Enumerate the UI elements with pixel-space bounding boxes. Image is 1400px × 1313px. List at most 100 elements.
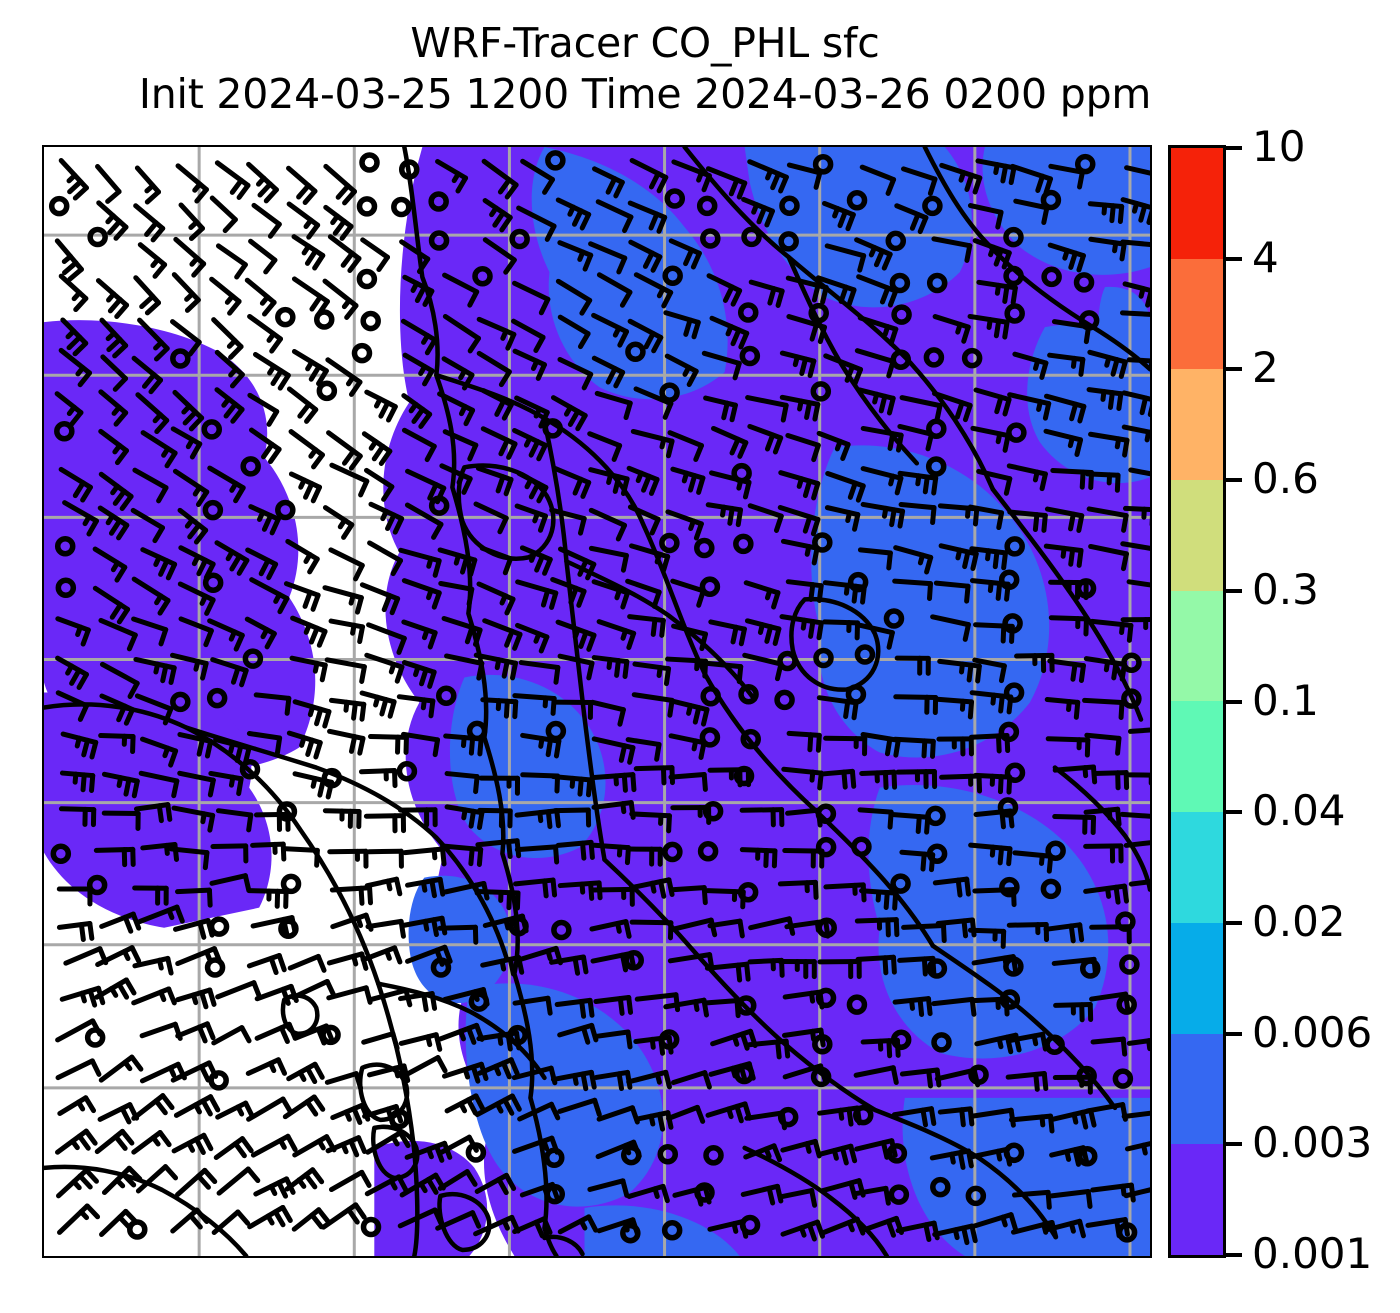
barb-full-tick — [307, 556, 320, 575]
barb-half-tick — [1141, 1142, 1148, 1156]
wind-barb — [514, 808, 561, 830]
barb-full-tick — [277, 372, 291, 391]
barb-full-tick — [568, 585, 579, 605]
barb-full-tick — [1119, 241, 1127, 262]
wind-barb — [482, 618, 523, 651]
barb-full-tick — [617, 329, 630, 348]
calm-wind-circle — [890, 349, 912, 370]
barb-half-tick — [1119, 622, 1125, 636]
wind-barb — [1120, 197, 1150, 225]
barb-full-tick — [275, 1057, 288, 1076]
calm-wind-circle — [127, 1219, 148, 1240]
wind-barb — [211, 1025, 252, 1046]
wind-barb — [482, 198, 513, 233]
wind-barb — [1122, 281, 1150, 308]
calm-wind-circle — [1119, 954, 1140, 975]
colorbar[interactable] — [1168, 145, 1226, 1258]
barb-full-tick — [385, 512, 397, 532]
barb-full-tick — [504, 182, 519, 200]
barb-full-tick — [1010, 285, 1018, 306]
barb-half-tick — [995, 1148, 1003, 1162]
wind-barb — [58, 466, 93, 503]
wind-barb — [630, 428, 675, 459]
wind-barb — [132, 467, 169, 504]
barb-full-tick — [1048, 1113, 1055, 1134]
wind-barb — [777, 505, 821, 537]
wind-barb — [99, 317, 129, 359]
barb-half-tick — [255, 175, 267, 187]
wind-barb — [364, 1174, 409, 1197]
wind-barb — [824, 505, 861, 532]
wind-barb — [175, 1167, 218, 1198]
wind-barb — [1088, 543, 1129, 572]
wind-barb — [1048, 163, 1085, 190]
barb-half-tick — [153, 554, 162, 567]
wind-barb — [365, 1130, 411, 1155]
wind-barb — [519, 545, 553, 576]
calm-wind-circle — [999, 876, 1020, 898]
barb-full-tick — [1033, 1071, 1040, 1092]
wind-barb — [327, 728, 366, 756]
barb-full-tick — [771, 1143, 783, 1163]
wind-barb — [209, 195, 238, 234]
wind-barb — [516, 470, 549, 504]
wind-barb — [815, 275, 857, 307]
barb-full-tick — [305, 737, 315, 757]
barb-half-tick — [341, 297, 352, 310]
barb-full-tick — [619, 289, 633, 308]
barb-full-tick — [119, 1128, 135, 1146]
barb-full-tick — [310, 484, 323, 504]
calm-wind-circle — [998, 721, 1020, 743]
barb-full-tick — [353, 562, 365, 582]
calm-wind-circle — [815, 987, 837, 1009]
barb-half-tick — [542, 695, 549, 709]
barb-full-tick — [1121, 513, 1129, 533]
barb-full-tick — [1073, 699, 1081, 720]
barb-half-tick — [682, 364, 692, 377]
wind-barb — [549, 954, 589, 976]
wind-barb — [98, 1054, 144, 1083]
calm-wind-circle — [846, 994, 868, 1015]
barb-full-tick — [1113, 884, 1121, 905]
barb-full-tick — [885, 917, 891, 938]
wind-barb — [1047, 242, 1086, 273]
barb-full-tick — [820, 285, 829, 305]
barb-full-tick — [463, 407, 476, 427]
barb-full-tick — [310, 592, 321, 612]
wind-barb — [711, 425, 749, 459]
wind-barb — [214, 540, 250, 576]
wind-barb — [748, 279, 785, 308]
barb-full-tick — [967, 699, 975, 720]
wind-barb — [552, 807, 592, 828]
barb-half-tick — [164, 842, 170, 856]
barb-full-tick — [920, 851, 927, 872]
barb-half-tick — [917, 552, 925, 566]
barb-half-tick — [116, 775, 124, 788]
barb-full-tick — [660, 765, 667, 786]
barb-full-tick — [588, 839, 595, 860]
barb-full-tick — [467, 289, 480, 308]
wind-barb — [779, 394, 821, 422]
wind-barb — [549, 507, 587, 536]
barb-half-tick — [1064, 1149, 1072, 1162]
barb-full-tick — [954, 400, 965, 420]
wind-barb — [938, 543, 979, 571]
barb-full-tick — [130, 734, 136, 755]
wind-barb — [62, 500, 99, 537]
barb-full-tick — [549, 590, 559, 610]
wind-barb — [101, 771, 140, 799]
barb-full-tick — [236, 182, 251, 200]
barb-full-tick — [1083, 616, 1089, 637]
barb-full-tick — [1041, 1071, 1049, 1092]
wind-barb — [1006, 463, 1048, 492]
barb-half-tick — [61, 253, 73, 265]
wind-barb — [557, 546, 597, 581]
wind-barb — [1122, 505, 1150, 526]
barb-full-tick — [230, 665, 241, 685]
wind-barb — [131, 576, 171, 616]
barb-half-tick — [193, 658, 201, 672]
barb-full-tick — [1070, 661, 1078, 682]
calm-wind-circle — [808, 302, 829, 324]
barb-full-tick — [962, 622, 971, 642]
barb-full-tick — [266, 561, 279, 581]
